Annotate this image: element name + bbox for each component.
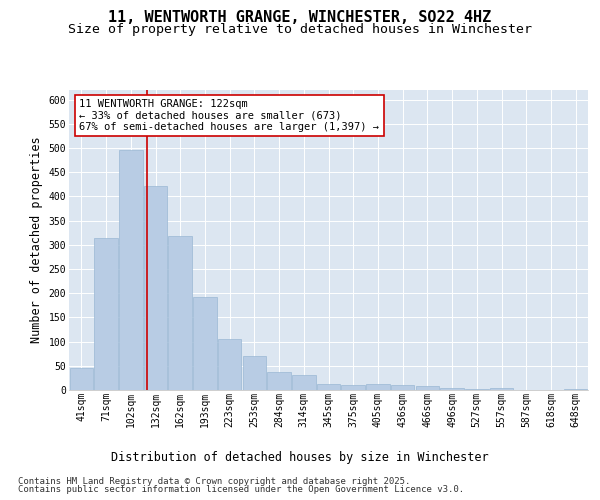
Bar bbox=[440, 388, 464, 390]
Bar bbox=[292, 376, 316, 390]
Text: Distribution of detached houses by size in Winchester: Distribution of detached houses by size … bbox=[111, 451, 489, 464]
Bar bbox=[144, 186, 167, 390]
Bar bbox=[218, 339, 241, 390]
Bar bbox=[416, 386, 439, 390]
Text: Size of property relative to detached houses in Winchester: Size of property relative to detached ho… bbox=[68, 22, 532, 36]
Bar bbox=[193, 297, 217, 390]
Bar bbox=[94, 238, 118, 390]
Bar bbox=[242, 356, 266, 390]
Bar bbox=[169, 236, 192, 390]
Bar bbox=[564, 388, 587, 390]
Text: 11, WENTWORTH GRANGE, WINCHESTER, SO22 4HZ: 11, WENTWORTH GRANGE, WINCHESTER, SO22 4… bbox=[109, 10, 491, 25]
Text: Contains HM Land Registry data © Crown copyright and database right 2025.: Contains HM Land Registry data © Crown c… bbox=[18, 476, 410, 486]
Bar bbox=[490, 388, 513, 390]
Bar bbox=[70, 368, 93, 390]
Bar bbox=[317, 384, 340, 390]
Bar bbox=[119, 150, 143, 390]
Text: Contains public sector information licensed under the Open Government Licence v3: Contains public sector information licen… bbox=[18, 486, 464, 494]
Y-axis label: Number of detached properties: Number of detached properties bbox=[30, 136, 43, 344]
Bar bbox=[366, 384, 389, 390]
Bar bbox=[268, 372, 291, 390]
Text: 11 WENTWORTH GRANGE: 122sqm
← 33% of detached houses are smaller (673)
67% of se: 11 WENTWORTH GRANGE: 122sqm ← 33% of det… bbox=[79, 99, 379, 132]
Bar bbox=[391, 385, 415, 390]
Bar bbox=[465, 389, 488, 390]
Bar bbox=[341, 385, 365, 390]
